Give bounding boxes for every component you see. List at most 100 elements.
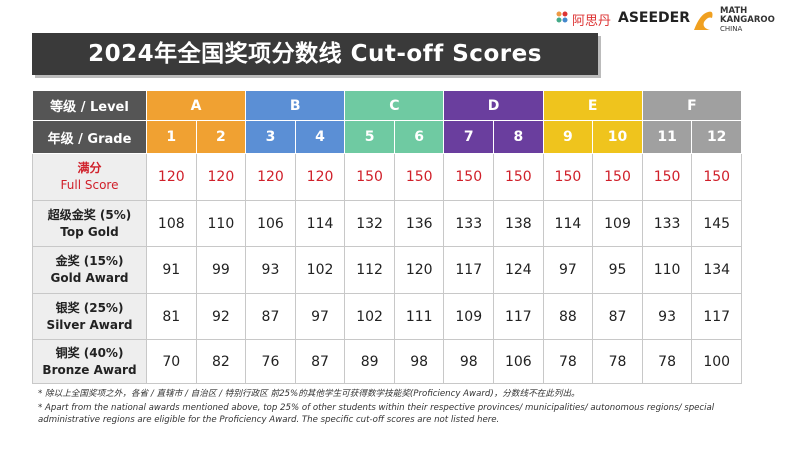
level-cell: F bbox=[641, 90, 743, 121]
score-cell: 124 bbox=[493, 246, 544, 294]
grade-cell: 1 bbox=[146, 120, 197, 154]
grade-cell: 5 bbox=[344, 120, 395, 154]
score-cell: 120 bbox=[245, 153, 296, 201]
score-cell: 95 bbox=[592, 246, 643, 294]
score-row: 银奖 (25%) Silver Award 81 92 87 97 102 111 109 117… bbox=[32, 293, 742, 340]
score-cell: 97 bbox=[542, 246, 594, 294]
label-cn: 金奖 (15%) bbox=[55, 254, 124, 268]
score-cell: 100 bbox=[691, 339, 742, 384]
partner-text: KANGAROO bbox=[720, 15, 775, 25]
score-cell: 117 bbox=[493, 293, 544, 340]
score-cell: 138 bbox=[493, 200, 544, 247]
notes: * 除以上全国奖项之外，各省 / 直辖市 / 自治区 / 特别行政区 前25%的… bbox=[38, 388, 738, 428]
logo-icon bbox=[556, 11, 568, 23]
row-label: 金奖 (15%) Gold Award bbox=[32, 246, 147, 294]
score-cell: 88 bbox=[542, 293, 594, 340]
score-cell: 145 bbox=[691, 200, 742, 247]
score-cell: 78 bbox=[592, 339, 643, 384]
label-cn: 超级金奖 (5%) bbox=[47, 207, 132, 222]
score-cell: 81 bbox=[146, 293, 197, 340]
grade-cell: 10 bbox=[592, 120, 643, 154]
score-cell: 92 bbox=[195, 293, 247, 340]
row-label: 满分 Full Score bbox=[32, 153, 147, 201]
score-cell: 112 bbox=[344, 246, 395, 294]
grade-cell: 3 bbox=[245, 120, 296, 154]
score-cell: 110 bbox=[641, 246, 693, 294]
score-cell: 99 bbox=[195, 246, 247, 294]
score-cell: 111 bbox=[393, 293, 445, 340]
note: * 除以上全国奖项之外，各省 / 直辖市 / 自治区 / 特别行政区 前25%的… bbox=[38, 389, 580, 399]
score-cell: 109 bbox=[592, 200, 643, 247]
row-label: 超级金奖 (5%) Top Gold bbox=[32, 200, 147, 247]
partner-logo: MATH KANGAROO CHINA bbox=[720, 7, 775, 34]
score-row: 满分 Full Score 120 120 120 120 150 150 150 150 150 1… bbox=[32, 153, 742, 201]
score-cell: 133 bbox=[443, 200, 495, 247]
score-cell: 136 bbox=[393, 200, 445, 247]
grade-cell: 2 bbox=[195, 120, 247, 154]
partner-text: MATH bbox=[720, 6, 748, 16]
grade-cell: 6 bbox=[393, 120, 445, 154]
score-cell: 132 bbox=[344, 200, 395, 247]
label-en: Silver Award bbox=[46, 317, 133, 332]
score-cell: 150 bbox=[344, 153, 395, 201]
score-cell: 120 bbox=[294, 153, 346, 201]
grade-header: 年级 / Grade bbox=[32, 120, 147, 154]
grade-row: 年级 / Grade 1 2 3 4 5 6 7 8 9 10 11 12 bbox=[32, 120, 742, 154]
label-en: Bronze Award bbox=[42, 362, 137, 377]
grade-cell: 11 bbox=[641, 120, 693, 154]
score-cell: 87 bbox=[294, 339, 346, 384]
score-cell: 102 bbox=[344, 293, 395, 340]
level-cell: A bbox=[145, 90, 247, 121]
level-cell: B bbox=[245, 90, 346, 121]
score-cell: 98 bbox=[443, 339, 495, 384]
level-cell: D bbox=[443, 90, 544, 121]
score-cell: 120 bbox=[393, 246, 445, 294]
title: 2024年全国奖项分数线 Cut-off Scores bbox=[32, 33, 598, 75]
score-cell: 150 bbox=[393, 153, 445, 201]
label-cn: 满分 bbox=[77, 161, 102, 175]
grade-cell: 9 bbox=[542, 120, 594, 154]
level-cell: C bbox=[344, 90, 445, 121]
grade-cell: 12 bbox=[691, 120, 742, 154]
score-cell: 150 bbox=[542, 153, 594, 201]
score-cell: 91 bbox=[146, 246, 197, 294]
score-row: 金奖 (15%) Gold Award 91 99 93 102 112 120 117 124 9… bbox=[32, 246, 742, 294]
label-en: Full Score bbox=[60, 178, 119, 192]
grade-cell: 8 bbox=[493, 120, 544, 154]
note: * Apart from the national awards mention… bbox=[38, 403, 715, 425]
score-cell: 78 bbox=[542, 339, 594, 384]
label-cn: 银奖 (25%) bbox=[55, 300, 124, 315]
level-row: 等级 / Level A B C D E F bbox=[32, 90, 743, 121]
score-cell: 108 bbox=[146, 200, 197, 247]
label-en: Gold Award bbox=[50, 271, 129, 285]
score-cell: 78 bbox=[641, 339, 693, 384]
label-en: Top Gold bbox=[60, 224, 119, 239]
score-row: 铜奖 (40%) Bronze Award 70 82 76 87 89 98 98 106 78 7… bbox=[32, 339, 742, 384]
score-cell: 117 bbox=[691, 293, 742, 340]
grade-cell: 7 bbox=[443, 120, 495, 154]
score-cell: 76 bbox=[245, 339, 296, 384]
score-cell: 82 bbox=[195, 339, 247, 384]
score-cell: 97 bbox=[294, 293, 346, 340]
score-cell: 89 bbox=[344, 339, 395, 384]
score-cell: 120 bbox=[146, 153, 197, 201]
level-header: 等级 / Level bbox=[32, 90, 147, 121]
score-cell: 150 bbox=[443, 153, 495, 201]
label-cn: 铜奖 (40%) bbox=[55, 345, 124, 360]
score-cell: 114 bbox=[542, 200, 594, 247]
score-cell: 98 bbox=[393, 339, 445, 384]
score-cell: 150 bbox=[592, 153, 643, 201]
score-cell: 133 bbox=[641, 200, 693, 247]
score-cell: 150 bbox=[493, 153, 544, 201]
brand-en: ASEEDER bbox=[618, 10, 691, 26]
score-cell: 106 bbox=[245, 200, 296, 247]
row-label: 铜奖 (40%) Bronze Award bbox=[32, 339, 147, 384]
partner-text: CHINA bbox=[720, 25, 743, 33]
score-cell: 150 bbox=[691, 153, 742, 201]
score-table: 等级 / Level A B C D E F 年级 / Grade 1 2 3 4 5 6 7 8 9 10 11 1… bbox=[32, 90, 743, 384]
score-cell: 134 bbox=[691, 246, 742, 294]
score-cell: 117 bbox=[443, 246, 495, 294]
brand-cn: 阿思丹 bbox=[572, 14, 612, 29]
score-row: 超级金奖 (5%) Top Gold 108 110 106 114 132 136 133 13… bbox=[32, 200, 742, 247]
